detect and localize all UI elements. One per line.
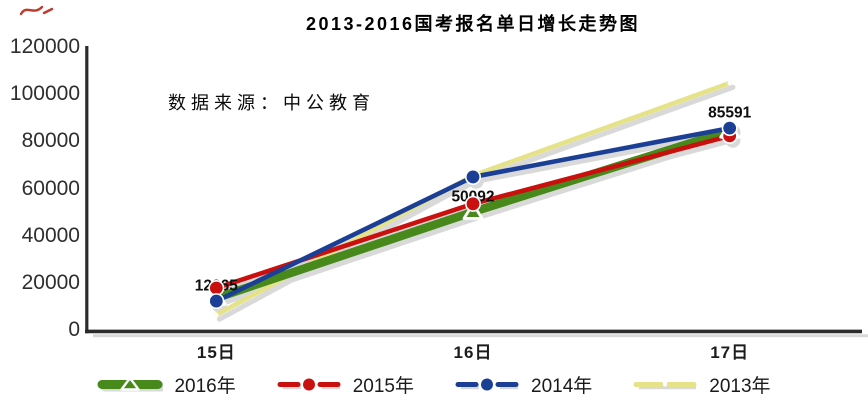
marker-2015 bbox=[208, 280, 225, 297]
legend-item-2013: 2013年 bbox=[632, 371, 771, 398]
x-axis-label: 17日 bbox=[710, 343, 750, 362]
marker-2014 bbox=[721, 120, 738, 137]
marker-2013 bbox=[727, 80, 732, 86]
x-axis-labels: 15日 16日 17日 bbox=[0, 338, 868, 362]
chart-title: 2013-2016国考报名单日增长走势图 bbox=[305, 14, 641, 34]
y-tick-label: 100000 bbox=[9, 82, 80, 106]
legend: 2016年 2015年 2014年 2013年 bbox=[0, 371, 868, 398]
legend-swatch-triangle-icon bbox=[97, 376, 164, 392]
x-axis-label: 15日 bbox=[196, 343, 236, 362]
legend-swatch-circle-icon bbox=[455, 378, 519, 391]
y-axis-labels: 0 20000 40000 60000 80000 100000 120000 bbox=[0, 0, 80, 412]
legend-label: 2015年 bbox=[352, 376, 414, 397]
corner-mark bbox=[19, 5, 54, 16]
marker-2014 bbox=[464, 168, 481, 185]
marker-2013 bbox=[214, 312, 219, 318]
legend-item-2015: 2015年 bbox=[276, 371, 414, 398]
y-tick-label: 0 bbox=[68, 318, 80, 341]
source-note: 数据来源：中公教育 bbox=[168, 93, 375, 113]
marker-2015 bbox=[464, 195, 481, 212]
x-axis-label: 16日 bbox=[453, 343, 493, 362]
y-tick-label: 120000 bbox=[9, 35, 80, 58]
legend-item-2016: 2016年 bbox=[97, 371, 236, 398]
legend-item-2014: 2014年 bbox=[454, 371, 592, 398]
point-label: 85591 bbox=[708, 105, 751, 122]
legend-label: 2013年 bbox=[709, 376, 771, 397]
legend-swatch-dash-icon bbox=[633, 382, 697, 390]
y-tick-label: 20000 bbox=[21, 270, 80, 294]
y-tick-label: 60000 bbox=[21, 176, 80, 200]
y-tick-label: 80000 bbox=[21, 129, 80, 153]
legend-swatch-circle-icon bbox=[277, 378, 341, 391]
corner-mark-stroke bbox=[19, 5, 54, 16]
y-tick-label: 40000 bbox=[21, 223, 80, 247]
legend-label: 2014年 bbox=[531, 376, 593, 397]
marker-2014 bbox=[208, 293, 225, 310]
legend-label: 2016年 bbox=[174, 376, 236, 397]
